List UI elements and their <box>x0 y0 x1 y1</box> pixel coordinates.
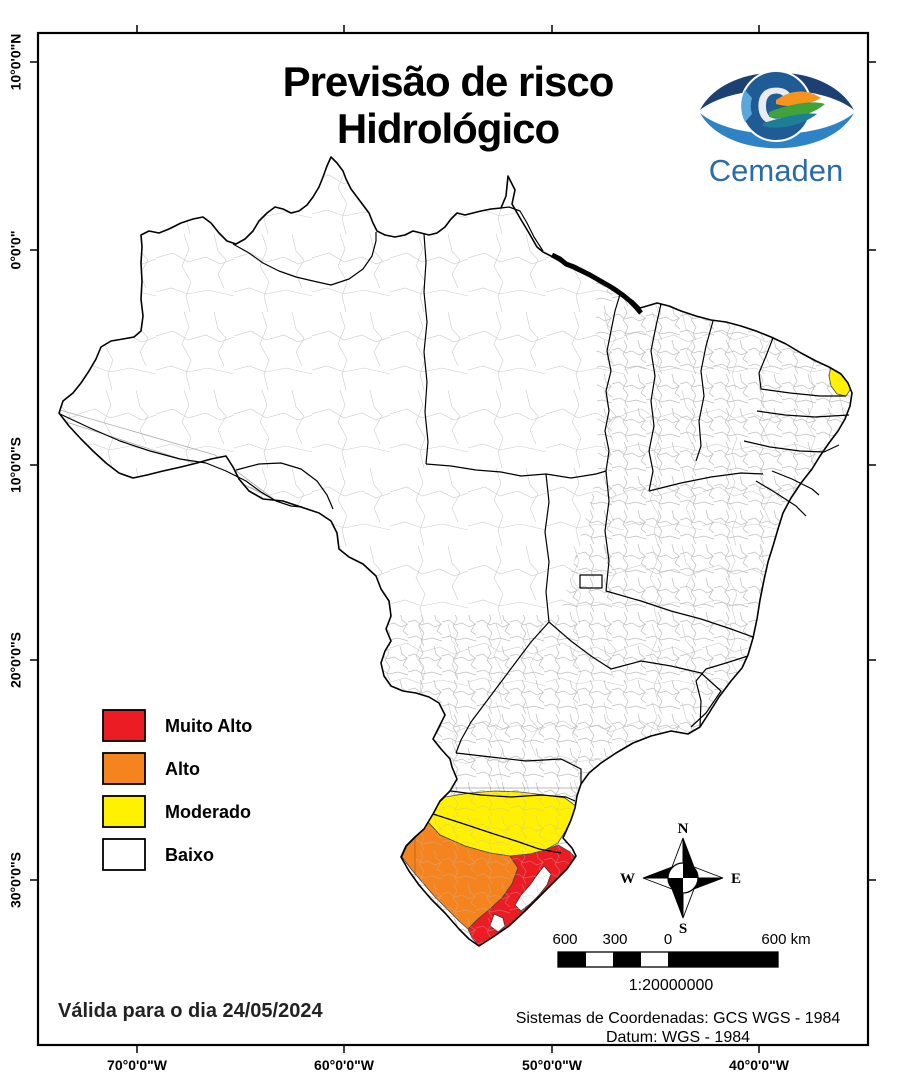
legend-swatch-alto <box>102 752 146 785</box>
lon-label-60w: 60°0'0"W <box>314 1057 375 1073</box>
compass-rose: N E S W <box>620 821 741 937</box>
compass-s-label: S <box>679 921 687 937</box>
crs-line-1: Sistemas de Coordenadas: GCS WGS - 1984 <box>516 1010 841 1027</box>
logo-wordmark: Cemaden <box>709 153 843 188</box>
legend: Muito Alto Alto Moderado Baixo <box>102 709 252 871</box>
legend-item-baixo: Baixo <box>102 838 214 871</box>
scale-ratio: 1:20000000 <box>629 977 714 994</box>
legend-item-alto: Alto <box>102 752 200 785</box>
lon-label-50w: 50°0'0"W <box>522 1057 583 1073</box>
validity-date: Válida para o dia 24/05/2024 <box>58 1000 323 1022</box>
lon-label-70w: 70°0'0"W <box>107 1057 168 1073</box>
state-boundaries <box>59 206 850 854</box>
latitude-axis: 10°0'0"N 0°0'0" 10°0'0"S 20°0'0"S 30°0'0… <box>8 34 24 908</box>
brazil-map <box>58 156 853 947</box>
lat-label-10n: 10°0'0"N <box>8 34 24 91</box>
legend-label-moderado: Moderado <box>165 802 251 822</box>
legend-label-baixo: Baixo <box>165 845 214 865</box>
scale-label-0: 0 <box>664 931 672 948</box>
risk-regions <box>401 365 851 946</box>
scale-bar: 600 300 0 600 km 1:20000000 <box>552 931 810 994</box>
coordinate-system-note: Sistemas de Coordenadas: GCS WGS - 1984 … <box>516 1010 841 1046</box>
cemaden-eye-icon: C <box>700 70 854 149</box>
title-line-2: Hidrológico <box>337 105 560 152</box>
lat-label-20s: 20°0'0"S <box>8 632 24 688</box>
legend-swatch-baixo <box>102 838 146 871</box>
legend-swatch-moderado <box>102 795 146 828</box>
compass-n-label: N <box>678 821 689 837</box>
legend-item-moderado: Moderado <box>102 795 251 828</box>
legend-label-alto: Alto <box>165 759 200 779</box>
crs-line-2: Datum: WGS - 1984 <box>606 1029 750 1046</box>
map-frame <box>36 31 870 1047</box>
title-line-1: Previsão de risco <box>283 58 614 105</box>
legend-swatch-muito-alto <box>102 709 146 742</box>
compass-w-label: W <box>620 871 635 887</box>
lat-label-30s: 30°0'0"S <box>8 852 24 908</box>
brazil-country-outline <box>58 156 853 947</box>
scale-label-600-left: 600 <box>552 931 577 948</box>
lon-label-40w: 40°0'0"W <box>729 1057 790 1073</box>
scale-label-600km: 600 km <box>761 931 810 948</box>
lat-label-10s: 10°0'0"S <box>8 437 24 493</box>
legend-item-muito-alto: Muito Alto <box>102 709 252 742</box>
longitude-axis: 70°0'0"W 60°0'0"W 50°0'0"W 40°0'0"W <box>107 1057 790 1073</box>
compass-e-label: E <box>731 871 741 887</box>
legend-label-muito-alto: Muito Alto <box>165 716 252 736</box>
cemaden-logo: C Cemaden <box>700 70 854 188</box>
page-title: Previsão de risco Hidrológico <box>283 58 615 152</box>
graticule-ticks <box>30 25 876 1053</box>
lat-label-0: 0°0'0" <box>8 231 24 270</box>
scale-label-300: 300 <box>602 931 627 948</box>
